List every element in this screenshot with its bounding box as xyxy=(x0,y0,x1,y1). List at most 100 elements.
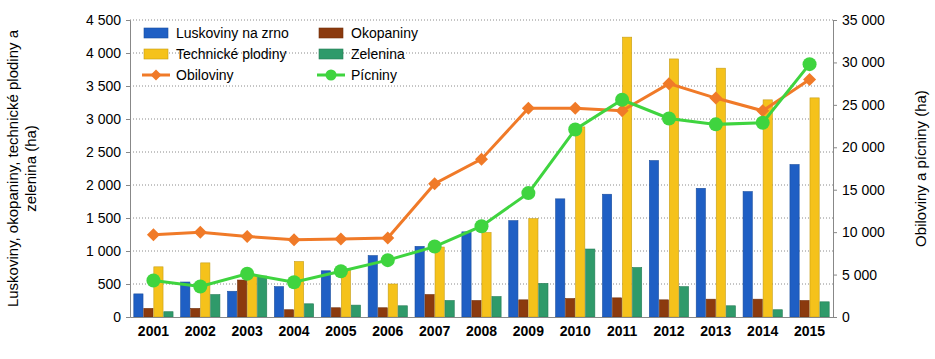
marker xyxy=(803,73,816,86)
tick: 3 000 xyxy=(86,111,130,127)
tick-mark xyxy=(833,20,837,21)
tick-label: 2008 xyxy=(466,323,497,339)
axis-line xyxy=(126,21,131,318)
tick: 2002 xyxy=(185,317,216,339)
tick-label: 2003 xyxy=(232,323,263,339)
bar xyxy=(649,161,658,317)
bar xyxy=(602,194,611,317)
legend-swatch xyxy=(144,49,168,59)
bar xyxy=(388,284,397,317)
tick-label: 25 000 xyxy=(842,97,885,113)
tick-label: 2012 xyxy=(653,323,684,339)
bar-series xyxy=(154,37,819,317)
axis-line xyxy=(834,21,838,318)
line xyxy=(153,79,809,239)
marker xyxy=(146,274,160,288)
tick: 1 500 xyxy=(86,210,130,226)
bar xyxy=(435,247,444,317)
bar xyxy=(398,306,407,317)
tick-label: 2007 xyxy=(419,323,450,339)
bar xyxy=(462,232,471,317)
marker xyxy=(709,92,722,105)
tick-label: 2013 xyxy=(700,323,731,339)
tick-mark xyxy=(833,62,837,63)
marker xyxy=(569,102,582,115)
tick-label: 2001 xyxy=(138,323,169,339)
bar xyxy=(304,304,313,317)
bar xyxy=(763,100,772,317)
tick-label: 2002 xyxy=(185,323,216,339)
tick: 2006 xyxy=(372,317,403,339)
tick-mark xyxy=(126,185,130,186)
tick-mark xyxy=(833,317,837,318)
grid-line xyxy=(130,218,833,219)
marker xyxy=(428,240,442,254)
bar xyxy=(164,312,173,317)
bar xyxy=(472,301,481,318)
tick-label: 3 000 xyxy=(86,111,121,127)
tick-mark xyxy=(833,275,837,276)
marker xyxy=(522,102,535,115)
tick-label: 2 500 xyxy=(86,144,121,160)
tick: 35 000 xyxy=(833,12,885,28)
grid-line xyxy=(130,284,833,285)
marker xyxy=(803,57,817,71)
tick: 4 000 xyxy=(86,45,130,61)
legend-item: Luskoviny na zrno xyxy=(144,25,289,41)
bar xyxy=(790,165,799,317)
bar xyxy=(623,37,632,317)
bar xyxy=(539,283,548,317)
tick-mark xyxy=(126,119,130,120)
tick-mark xyxy=(126,20,130,21)
tick-label: 0 xyxy=(113,309,121,325)
legend-item: Okopaniny xyxy=(319,25,418,41)
tick: 1 000 xyxy=(86,243,130,259)
tick-label: 4 000 xyxy=(86,45,121,61)
line xyxy=(153,64,809,286)
legend-marker xyxy=(326,70,337,81)
tick-label: 2014 xyxy=(747,323,778,339)
marker xyxy=(287,275,301,289)
chart: 05001 0001 5002 0002 5003 0003 5004 0004… xyxy=(0,0,935,359)
tick-label: 15 000 xyxy=(842,182,885,198)
bar xyxy=(378,308,387,317)
legend-item: Pícniny xyxy=(317,67,397,83)
legend-item: Zelenina xyxy=(319,46,405,62)
grid xyxy=(130,20,833,284)
bar xyxy=(726,306,735,317)
bar xyxy=(716,68,725,317)
bar xyxy=(800,301,809,318)
bar-series xyxy=(164,249,829,317)
tick-label: 0 xyxy=(842,309,850,325)
tick-label: 2010 xyxy=(560,323,591,339)
grid-line xyxy=(130,86,833,87)
marker xyxy=(475,219,489,233)
tick-label: 2015 xyxy=(794,323,825,339)
legend-label: Okopaniny xyxy=(351,25,418,41)
bar xyxy=(773,310,782,317)
tick-label: 500 xyxy=(98,276,122,292)
tick: 2003 xyxy=(232,317,263,339)
tick-label: 2 000 xyxy=(86,177,121,193)
legend-swatch xyxy=(319,49,343,59)
marker xyxy=(475,153,488,166)
tick-mark xyxy=(126,251,130,252)
tick-label: 3 500 xyxy=(86,78,121,94)
legend-label: Obiloviny xyxy=(176,67,234,83)
marker xyxy=(568,122,582,136)
tick-mark xyxy=(126,53,130,54)
tick: 0 xyxy=(833,309,850,325)
tick-mark xyxy=(126,152,130,153)
legend-item: Obiloviny xyxy=(142,67,234,83)
legend-item: Technické plodiny xyxy=(144,46,287,62)
tick-label: 1 500 xyxy=(86,210,121,226)
grid-line xyxy=(130,20,833,21)
bar xyxy=(284,310,293,317)
bar xyxy=(679,287,688,317)
bar xyxy=(576,127,585,317)
tick-label: 35 000 xyxy=(842,12,885,28)
tick-label: 30 000 xyxy=(842,54,885,70)
bar xyxy=(415,246,424,317)
line-series xyxy=(146,57,816,293)
tick: 0 xyxy=(113,309,130,325)
